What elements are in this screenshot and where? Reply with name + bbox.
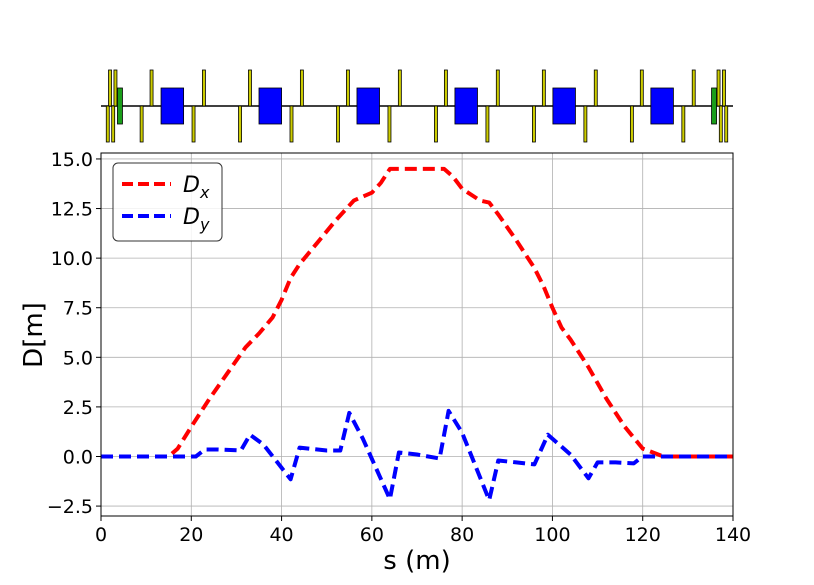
dipole-magnet [552, 87, 576, 125]
quadrupole-defocusing [111, 105, 116, 143]
y-axis-title: D[m] [19, 302, 49, 368]
quadrupole-defocusing [681, 105, 686, 143]
quadrupole-defocusing [583, 105, 588, 143]
y-axis-title-text: D[m] [19, 302, 49, 368]
x-tick-label: 140 [715, 524, 751, 546]
y-axis: −2.5 0.0 2.5 5.0 7.5 10.0 12.5 15.0 [47, 149, 101, 518]
y-tick-label: −2.5 [47, 496, 93, 518]
dipole-magnet [356, 87, 380, 125]
quadrupole-focusing [691, 69, 696, 107]
y-tick-label: 2.5 [63, 397, 93, 419]
y-tick-label: 10.0 [51, 248, 93, 270]
x-tick-label: 40 [269, 524, 293, 546]
legend: Dx Dy [112, 162, 223, 242]
x-axis: 0 20 40 60 80 100 120 140 [95, 516, 751, 546]
quadrupole-focusing [346, 69, 350, 107]
quadrupole-defocusing [336, 105, 340, 143]
series-line-dx [101, 166, 733, 459]
legend-label-dx-name: D [183, 173, 200, 198]
quadrupole-defocusing [139, 105, 144, 143]
quadrupole-focusing [248, 69, 252, 107]
quadrupole-focusing [108, 69, 112, 107]
legend-label-dx: Dx [183, 173, 210, 202]
y-tick-label: 0.0 [63, 446, 93, 468]
quadrupole-focusing [299, 69, 304, 107]
quadrupole-focusing [722, 69, 726, 107]
quadrupole-defocusing [485, 105, 490, 143]
quadrupole-focusing [716, 69, 721, 107]
dipole-magnet [650, 87, 674, 125]
quadrupole-defocusing [289, 105, 294, 143]
corrector-magnet [117, 87, 123, 125]
x-tick-label: 100 [534, 524, 570, 546]
quadrupole-defocusing [718, 105, 723, 143]
x-axis-title: s (m) [383, 546, 450, 576]
x-tick-label: 80 [450, 524, 474, 546]
legend-label-dx-subscript: x [199, 183, 210, 202]
dipole-magnet [160, 87, 185, 125]
corrector-magnet [711, 87, 717, 125]
y-tick-label: 12.5 [51, 199, 93, 221]
quadrupole-defocusing [191, 105, 196, 143]
quadrupole-defocusing [532, 105, 536, 143]
quadrupole-defocusing [105, 105, 110, 143]
quadrupole-focusing [593, 69, 598, 107]
quadrupole-defocusing [434, 105, 438, 143]
quadrupole-focusing [443, 69, 448, 107]
y-tick-label: 5.0 [63, 347, 93, 369]
lattice-layout [101, 69, 733, 143]
quadrupole-defocusing [724, 105, 729, 143]
quadrupole-focusing [397, 69, 402, 107]
x-tick-label: 120 [625, 524, 661, 546]
quadrupole-focusing [149, 69, 154, 107]
y-tick-label: 15.0 [51, 149, 93, 171]
legend-label-dy: Dy [183, 205, 210, 234]
lattice-elements [105, 69, 729, 143]
quadrupole-focusing [113, 69, 118, 107]
dipole-magnet [454, 87, 478, 125]
quadrupole-focusing [495, 69, 500, 107]
legend-label-dy-subscript: y [199, 215, 210, 234]
quadrupole-defocusing [387, 105, 392, 143]
dipole-magnet [258, 87, 282, 125]
series-line-dy [101, 408, 733, 503]
legend-label-dy-name: D [183, 205, 200, 230]
x-tick-label: 0 [95, 524, 107, 546]
plot-frame [100, 152, 734, 517]
quadrupole-defocusing [629, 105, 634, 143]
x-tick-label: 20 [179, 524, 203, 546]
x-tick-label: 60 [360, 524, 384, 546]
quadrupole-focusing [541, 69, 546, 107]
y-tick-label: 7.5 [63, 298, 93, 320]
quadrupole-focusing [202, 69, 206, 107]
quadrupole-defocusing [238, 105, 242, 143]
quadrupole-focusing [639, 69, 644, 107]
series-layer [101, 166, 733, 503]
